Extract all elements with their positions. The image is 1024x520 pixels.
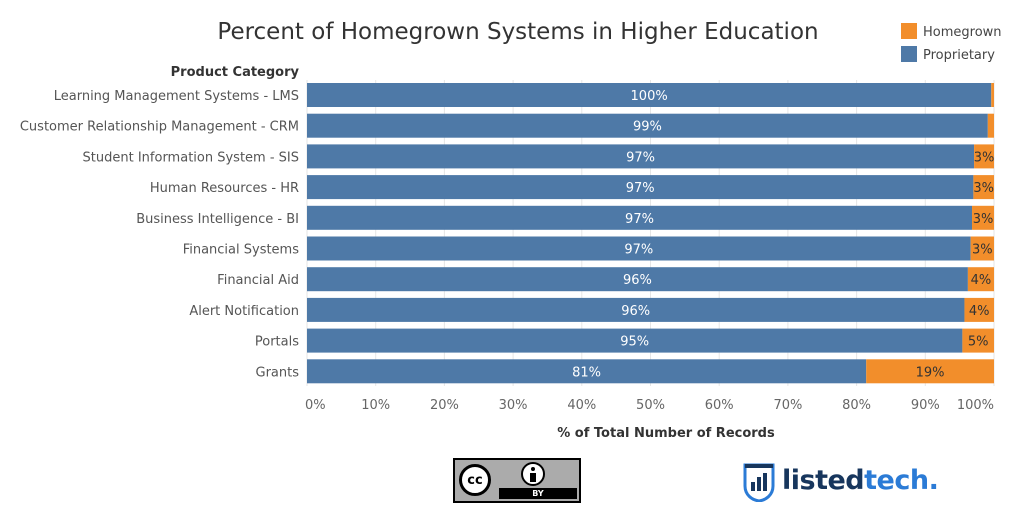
data-label: 3% [973,212,994,227]
category-label: Grants [256,365,300,380]
x-tick-label: 10% [361,398,390,413]
data-label: 97% [625,212,654,227]
x-tick-label: 70% [773,398,802,413]
category-label: Financial Aid [217,273,299,288]
x-tick-label: 60% [705,398,734,413]
data-label: 81% [572,365,601,380]
bar-segment-homegrown[interactable] [974,144,994,169]
chart: Percent of Homegrown Systems in Higher E… [20,19,1002,441]
x-tick-label: 0% [305,398,326,413]
category-label: Student Information System - SIS [83,150,299,165]
footer: cc BY listedtech. [0,455,1024,515]
x-tick-label: 20% [430,398,459,413]
data-label: 97% [626,181,655,196]
bar-segment-proprietary[interactable] [307,359,867,384]
data-label: 4% [969,304,990,319]
category-label: Alert Notification [189,304,299,319]
bar-segment-proprietary[interactable] [307,113,988,138]
brand-name-suffix: . [928,465,939,496]
category-label: Learning Management Systems - LMS [54,89,299,104]
x-axis-title: % of Total Number of Records [557,426,775,441]
bar-segment-proprietary[interactable] [307,236,971,261]
bar-segment-proprietary[interactable] [307,175,974,200]
category-label: Human Resources - HR [150,181,299,196]
brand-name-part2: tech [864,465,929,496]
category-label: Financial Systems [183,243,300,258]
bar-segment-proprietary[interactable] [307,267,968,292]
bar-segment-proprietary[interactable] [307,328,963,353]
bars: 100% 99% 97% 3% 97% 3% 97% 3% 97% 3% 96% 4% 96% 4% 95%… [307,83,995,384]
shield-chart-icon [743,463,775,502]
attribution-person-icon [521,462,545,486]
category-label: Portals [255,335,299,350]
data-label: 96% [621,304,650,319]
bar-segment-homegrown[interactable] [987,113,994,138]
data-label: 97% [624,243,653,258]
bar-segment-homegrown[interactable] [964,297,994,322]
cc-by-license-badge[interactable]: cc BY [453,458,581,503]
data-label: 3% [974,150,995,165]
data-label: 99% [633,120,662,135]
data-label: 97% [626,150,655,165]
bar-segment-proprietary[interactable] [307,205,973,230]
category-label: Business Intelligence - BI [136,212,299,227]
x-tick-label: 50% [636,398,665,413]
legend-label-proprietary: Proprietary [923,48,995,63]
x-tick-label: 80% [842,398,871,413]
legend-swatch-homegrown [901,23,917,39]
legend-label-homegrown: Homegrown [923,25,1002,40]
data-label: 19% [916,365,945,380]
category-labels: Learning Management Systems - LMS Custome… [20,89,299,380]
data-label: 3% [972,243,993,258]
data-label: 100% [631,89,668,104]
category-label: Customer Relationship Management - CRM [20,120,299,135]
data-label: 96% [623,273,652,288]
bar-segment-homegrown[interactable] [967,267,994,292]
brand-name-part1: listed [782,465,865,496]
y-axis-title: Product Category [171,65,300,80]
brand-wordmark: listedtech. [782,465,939,496]
by-label: BY [499,488,577,499]
data-label: 5% [968,335,989,350]
bar-segment-proprietary[interactable] [307,83,992,107]
x-tick-label: 90% [911,398,940,413]
bar-segment-proprietary[interactable] [307,144,975,169]
x-tick-label: 40% [567,398,596,413]
bar-segment-homegrown[interactable] [962,328,994,353]
data-label: 3% [973,181,994,196]
bar-segment-proprietary[interactable] [307,297,965,322]
data-label: 95% [620,335,649,350]
bar-segment-homegrown[interactable] [972,205,994,230]
x-tick-label: 30% [499,398,528,413]
bar-segment-homegrown[interactable] [973,175,994,200]
x-tick-labels: 0% 10% 20% 30% 40% 50% 60% 70% 80% 90% 100% [305,398,994,413]
bar-segment-homegrown[interactable] [991,83,994,107]
legend: Homegrown Proprietary [901,23,1002,63]
chart-title: Percent of Homegrown Systems in Higher E… [217,19,818,45]
cc-icon: cc [459,464,491,496]
x-tick-label: 100% [957,398,994,413]
data-label: 4% [971,273,992,288]
listedtech-logo[interactable]: listedtech. [738,459,939,505]
bar-segment-homegrown[interactable] [970,236,994,261]
legend-swatch-proprietary [901,46,917,62]
bar-segment-homegrown[interactable] [866,359,994,384]
